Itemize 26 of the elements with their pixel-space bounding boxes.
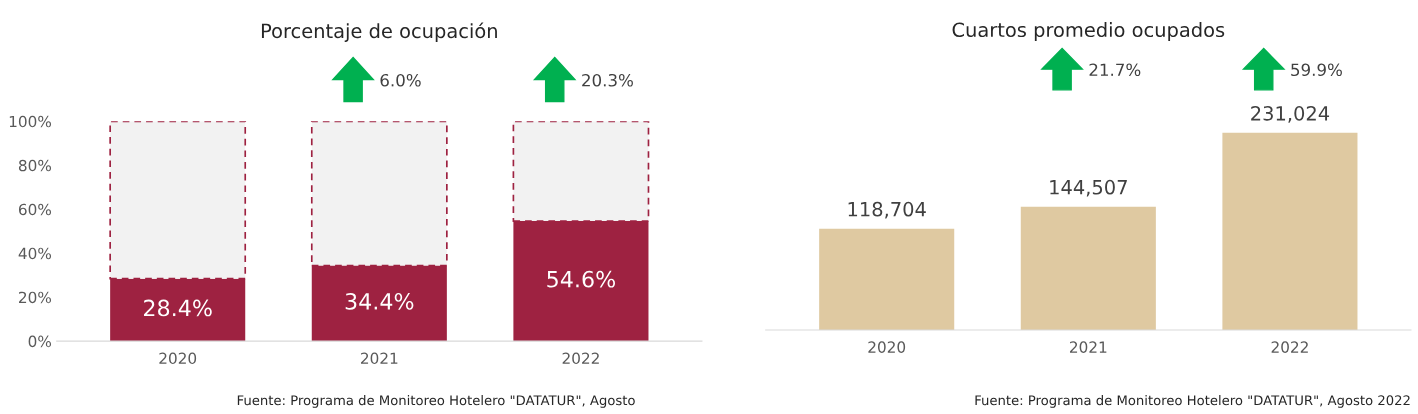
data-label: 231,024	[1251, 106, 1330, 123]
x-tick-label: 2020	[868, 341, 906, 353]
source-note: Fuente: Programa de Monitoreo Hotelero "DATATUR", Agosto	[237, 395, 635, 408]
y-tick-label: 40%	[18, 247, 52, 260]
data-label: 34.4%	[345, 292, 414, 310]
source-note: Fuente: Programa de Monitoreo Hotelero "DATATUR", Agosto 2022	[975, 395, 1410, 408]
chart-title: Cuartos promedio ocupados	[952, 22, 1225, 41]
y-tick-label: 20%	[19, 291, 52, 304]
x-tick-label: 2021	[1069, 341, 1107, 353]
text: 20.3%	[582, 73, 633, 87]
x-tick-label: 2020	[159, 352, 197, 365]
y-tick-label: 60%	[18, 203, 52, 216]
y-tick-label: 100%	[9, 115, 52, 128]
y-tick-label: 0%	[28, 335, 52, 348]
data-label: 28.4%	[144, 299, 212, 317]
text: 21.7%	[1089, 63, 1141, 77]
text: 59.9%	[1291, 63, 1342, 77]
data-label: 118,704	[848, 201, 926, 219]
chart-title: Porcentaje de ocupación	[261, 22, 497, 43]
y-tick-label: 80%	[18, 159, 52, 172]
x-tick-label: 2022	[562, 352, 599, 365]
x-tick-label: 2022	[1271, 341, 1308, 353]
data-label: 54.6%	[547, 270, 616, 288]
data-label: 144,507	[1050, 179, 1127, 197]
x-tick-label: 2021	[360, 352, 398, 365]
text: 6.0%	[380, 73, 421, 87]
